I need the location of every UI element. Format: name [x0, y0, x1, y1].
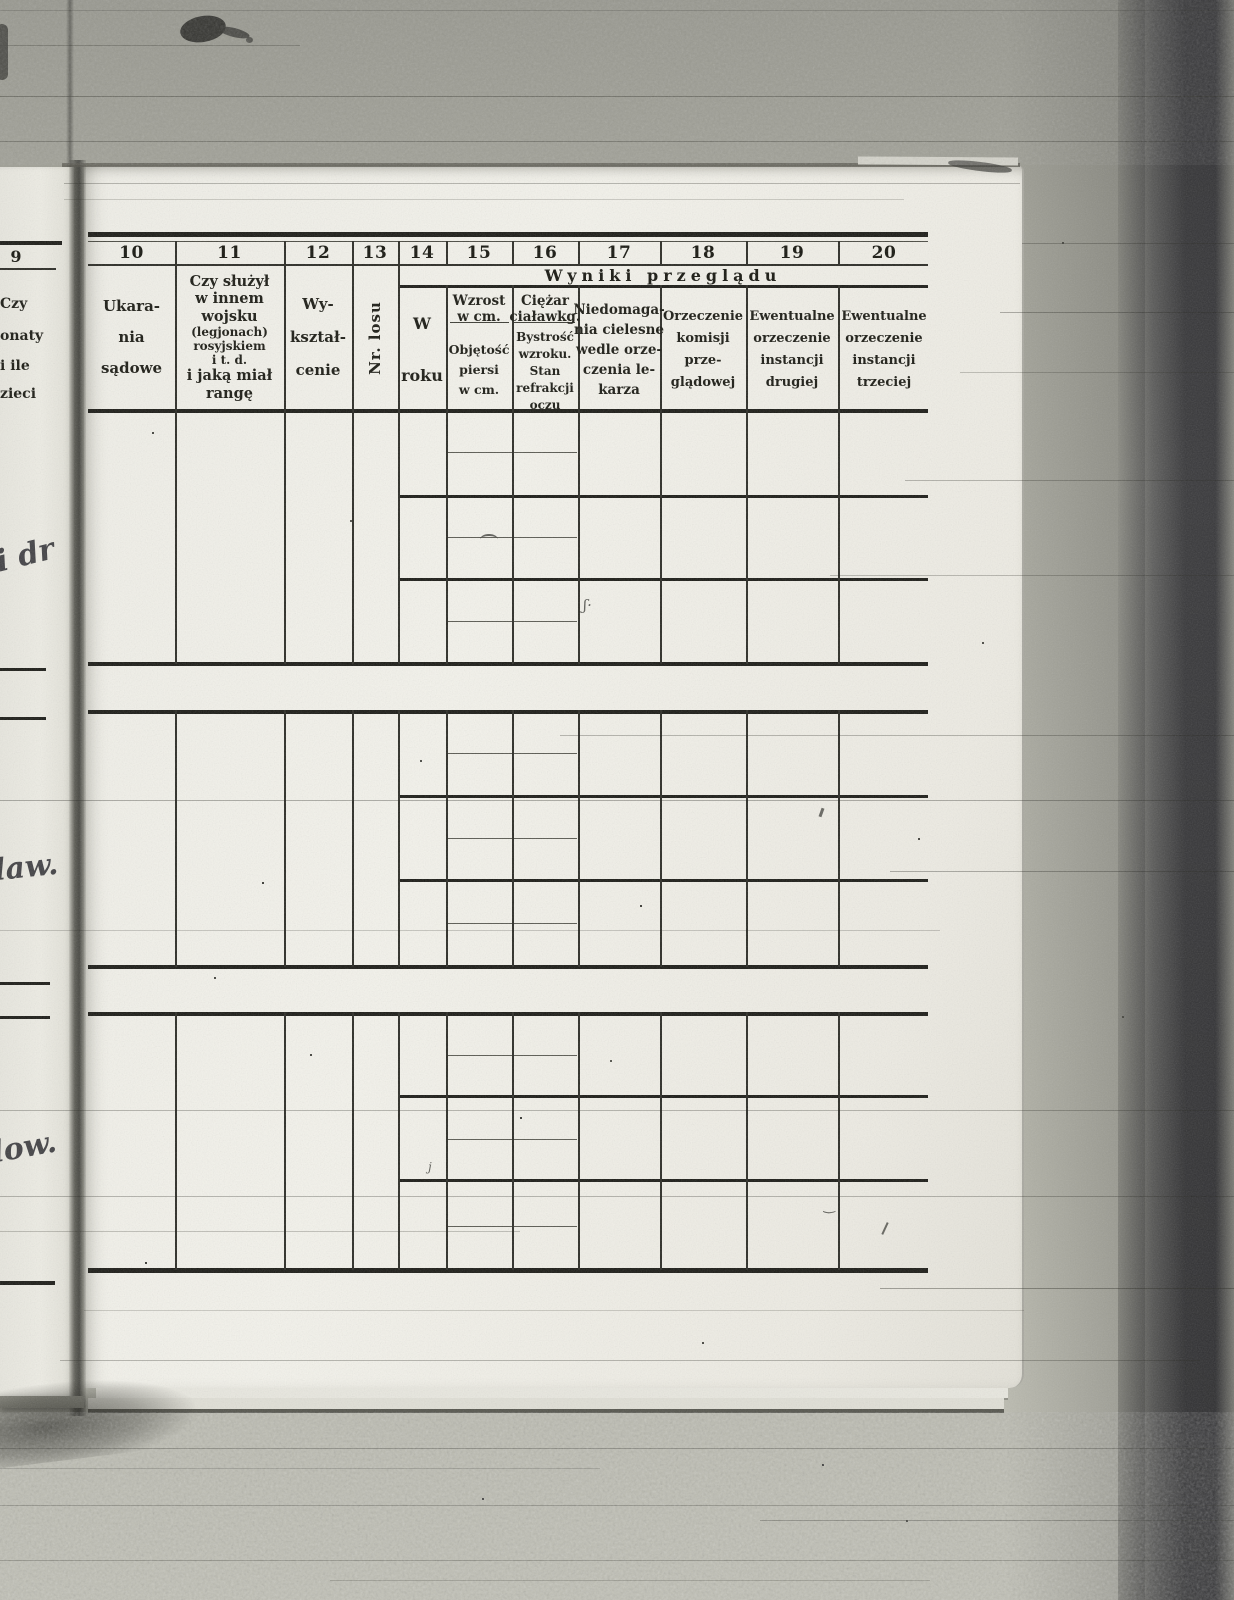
- dust-specks: [0, 0, 2, 2]
- ink-blob: [246, 37, 253, 43]
- edge-smudge: [0, 24, 8, 80]
- ink-mark: j: [428, 1160, 432, 1174]
- ink-mark: ʃ·: [583, 596, 592, 614]
- ink-mark: ‿: [824, 1198, 836, 1214]
- ink-mark: [480, 534, 498, 545]
- ink-mark: [881, 1222, 889, 1235]
- ink-mark: [818, 807, 825, 818]
